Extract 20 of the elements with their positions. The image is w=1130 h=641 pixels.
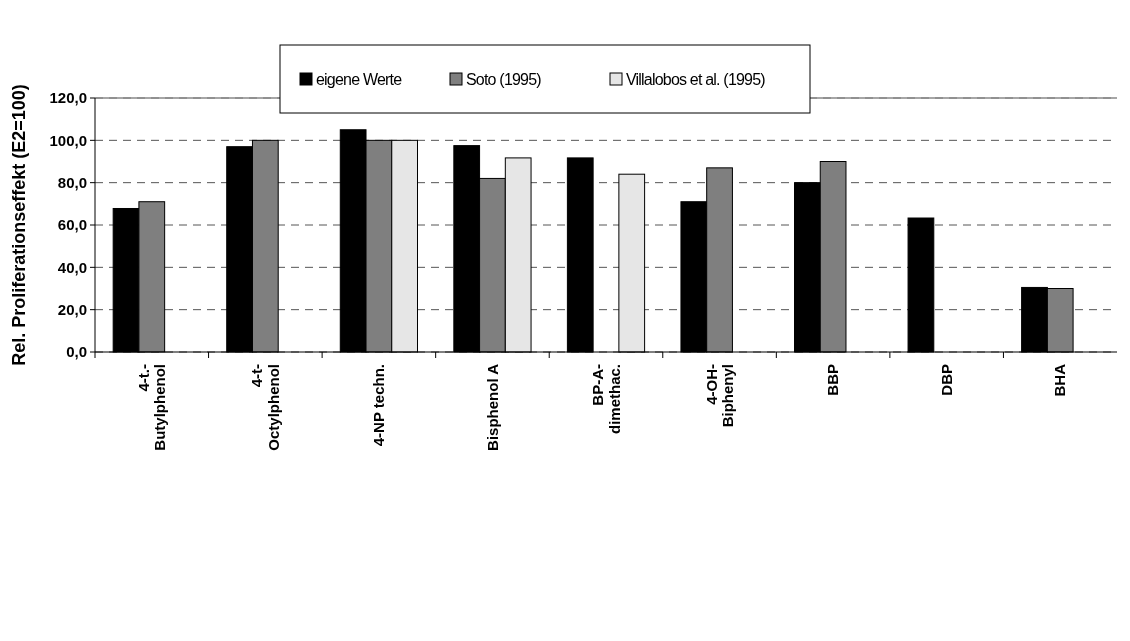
x-tick-label: DBP bbox=[937, 364, 955, 396]
x-tick-label: Bisphenol A bbox=[483, 363, 501, 451]
x-tick-label: BHA bbox=[1051, 363, 1069, 397]
legend-label: eigene Werte bbox=[316, 70, 403, 88]
y-tick-label: 80,0 bbox=[57, 173, 87, 191]
x-tick-label: 4-NP techn. bbox=[370, 364, 388, 447]
x-tick-label: BBP bbox=[824, 364, 842, 396]
y-axis-title: Rel. Proliferationseffekt (E2=100) bbox=[9, 84, 29, 366]
x-tick-label: 4-t.- Butylphenol bbox=[134, 364, 169, 451]
x-tick-label: BP-A- dimethac. bbox=[589, 364, 623, 435]
y-tick-label: 20,0 bbox=[57, 300, 87, 318]
y-tick-label: 40,0 bbox=[57, 258, 87, 276]
legend-label: Villalobos et al. (1995) bbox=[626, 70, 766, 88]
x-tick-label: 4-OH- Biphenyl bbox=[702, 364, 737, 428]
y-tick-label: 60,0 bbox=[57, 216, 87, 234]
y-tick-label: 0,0 bbox=[66, 343, 87, 361]
y-tick-label: 120,0 bbox=[49, 89, 87, 107]
legend-label: Soto (1995) bbox=[466, 70, 542, 88]
x-tick-label: 4-t- Octylphenol bbox=[248, 364, 282, 451]
y-tick-label: 100,0 bbox=[49, 131, 87, 149]
